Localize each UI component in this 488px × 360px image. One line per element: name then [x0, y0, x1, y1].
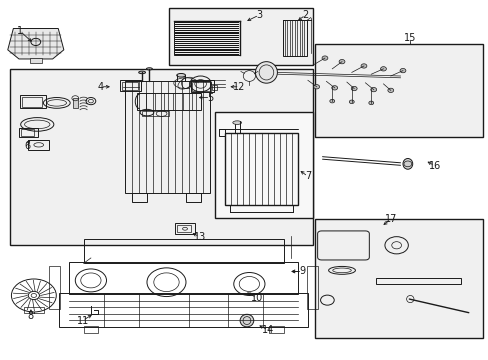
Text: 11: 11 — [76, 316, 88, 325]
Circle shape — [399, 68, 405, 73]
Text: 8: 8 — [28, 311, 34, 320]
Bar — [315, 220, 483, 338]
Bar — [122, 82, 138, 90]
Text: 1: 1 — [17, 26, 23, 36]
Bar — [20, 95, 45, 108]
Bar — [132, 193, 147, 202]
Bar — [20, 130, 34, 136]
Bar — [219, 129, 224, 136]
Ellipse shape — [402, 158, 412, 169]
Bar — [137, 93, 200, 110]
Ellipse shape — [176, 73, 185, 77]
Circle shape — [360, 64, 366, 68]
Circle shape — [387, 88, 393, 93]
Bar — [19, 128, 38, 137]
Bar — [120, 80, 141, 91]
Text: 4: 4 — [98, 82, 103, 92]
Bar — [375, 278, 461, 284]
Text: 7: 7 — [304, 171, 310, 181]
Text: 14: 14 — [261, 325, 273, 335]
Bar — [59, 293, 307, 327]
Ellipse shape — [232, 121, 241, 125]
Bar — [306, 266, 317, 309]
Text: 9: 9 — [298, 266, 305, 276]
Bar — [49, 266, 60, 309]
Text: 16: 16 — [427, 161, 440, 171]
Circle shape — [380, 67, 386, 71]
Text: 6: 6 — [24, 141, 31, 151]
Text: 5: 5 — [207, 93, 213, 103]
Bar — [212, 85, 217, 90]
Bar — [185, 193, 200, 202]
Circle shape — [368, 101, 373, 105]
Ellipse shape — [139, 71, 145, 74]
Bar — [190, 80, 214, 92]
Bar — [125, 81, 210, 193]
Text: 13: 13 — [193, 232, 205, 242]
Circle shape — [331, 86, 337, 90]
Bar — [282, 21, 306, 56]
Bar — [142, 111, 168, 116]
Bar — [69, 262, 298, 294]
Bar — [224, 134, 298, 205]
Bar — [315, 44, 483, 137]
Circle shape — [329, 99, 334, 103]
Bar — [10, 69, 312, 244]
Circle shape — [313, 85, 319, 89]
Text: 12: 12 — [233, 82, 245, 92]
Circle shape — [348, 100, 353, 104]
Circle shape — [370, 87, 376, 92]
Text: 10: 10 — [250, 293, 262, 303]
Bar — [83, 326, 98, 333]
Text: 17: 17 — [384, 215, 396, 224]
Bar — [83, 239, 283, 264]
Text: 3: 3 — [256, 10, 262, 20]
Circle shape — [338, 59, 344, 64]
Ellipse shape — [255, 62, 277, 83]
Bar — [268, 326, 283, 333]
Ellipse shape — [146, 68, 152, 70]
Bar — [22, 97, 41, 107]
Ellipse shape — [240, 314, 253, 327]
Polygon shape — [8, 28, 64, 59]
Bar — [27, 140, 49, 149]
Bar — [168, 8, 312, 65]
Bar — [215, 112, 312, 218]
Text: 15: 15 — [403, 33, 416, 43]
Circle shape — [350, 86, 356, 91]
Bar — [24, 307, 43, 314]
Bar — [30, 58, 41, 63]
Text: 2: 2 — [302, 10, 308, 20]
Bar — [73, 98, 78, 108]
Circle shape — [322, 56, 327, 60]
Bar — [175, 223, 194, 234]
Bar — [192, 82, 210, 91]
Bar — [173, 21, 239, 55]
Bar — [177, 225, 190, 232]
